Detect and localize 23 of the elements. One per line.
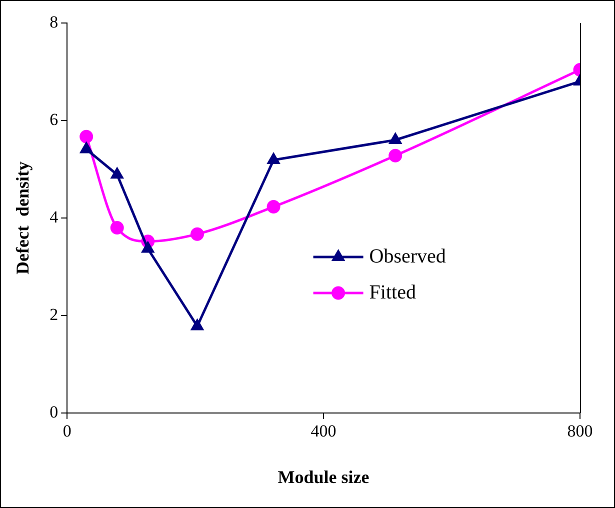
point (191, 319, 204, 330)
point (111, 168, 124, 179)
legend-label: Fitted (369, 281, 416, 304)
point (388, 148, 402, 162)
point (80, 130, 94, 144)
point (190, 227, 204, 241)
x-tick-label: 400 (310, 422, 336, 441)
x-tick-label: 0 (62, 422, 72, 441)
point (389, 133, 402, 144)
legend-label: Observed (369, 245, 446, 268)
point (142, 242, 154, 253)
point (110, 221, 124, 234)
x-axis-title: Module size (278, 466, 370, 487)
y-tick-label: 4 (50, 207, 59, 226)
y-axis-title: Defect density (12, 162, 32, 274)
x-tick-label: 800 (567, 422, 593, 441)
y-tick-label: 8 (50, 12, 58, 32)
point (80, 142, 92, 154)
y-tick-label: 2 (50, 304, 58, 324)
point (268, 153, 280, 164)
point (266, 200, 280, 214)
y-tick-label: 0 (50, 402, 58, 422)
y-tick-label: 6 (50, 110, 58, 129)
